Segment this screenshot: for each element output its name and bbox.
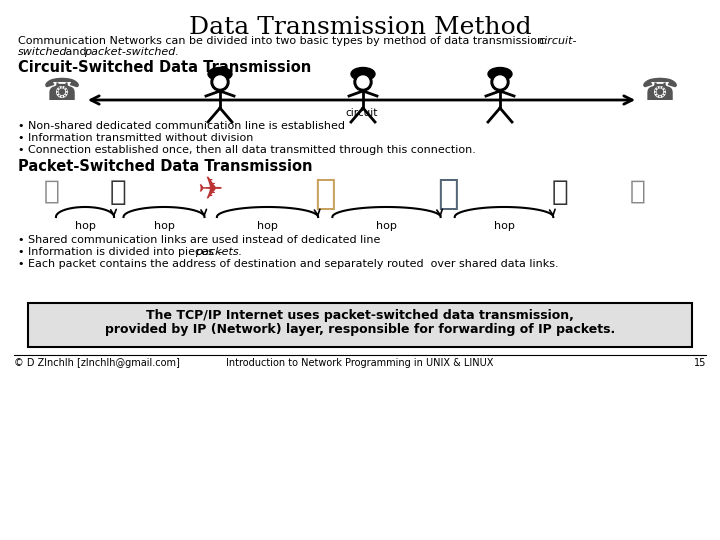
Text: Circuit-Switched Data Transmission: Circuit-Switched Data Transmission	[18, 60, 311, 75]
Text: hop: hop	[75, 221, 96, 231]
Text: • Each packet contains the address of destination and separately routed  over sh: • Each packet contains the address of de…	[18, 259, 559, 269]
Text: ☎: ☎	[43, 78, 81, 106]
Text: hop: hop	[376, 221, 397, 231]
Text: packet-switched.: packet-switched.	[84, 47, 179, 57]
Text: Packet-Switched Data Transmission: Packet-Switched Data Transmission	[18, 159, 312, 174]
Text: provided by IP (Network) layer, responsible for forwarding of IP packets.: provided by IP (Network) layer, responsi…	[105, 323, 615, 336]
Circle shape	[211, 73, 229, 91]
Text: hop: hop	[257, 221, 278, 231]
Ellipse shape	[488, 68, 512, 80]
Text: 🚶: 🚶	[109, 178, 126, 206]
Text: 🚢: 🚢	[437, 177, 459, 211]
Circle shape	[354, 73, 372, 91]
Circle shape	[214, 76, 226, 88]
Text: circuit: circuit	[346, 108, 378, 118]
Text: Communication Networks can be divided into two basic types by method of data tra: Communication Networks can be divided in…	[18, 36, 554, 46]
Text: ✈: ✈	[197, 176, 222, 205]
Text: The TCP/IP Internet uses packet-switched data transmission,: The TCP/IP Internet uses packet-switched…	[146, 309, 574, 322]
Text: Introduction to Network Programming in UNIX & LINUX: Introduction to Network Programming in U…	[226, 358, 494, 368]
Text: hop: hop	[153, 221, 174, 231]
Text: • Connection established once, then all data transmitted through this connection: • Connection established once, then all …	[18, 145, 476, 155]
Circle shape	[357, 76, 369, 88]
Ellipse shape	[351, 68, 375, 80]
Text: • Non-shared dedicated communication line is established: • Non-shared dedicated communication lin…	[18, 121, 345, 131]
Circle shape	[491, 73, 509, 91]
Text: Data Transmission Method: Data Transmission Method	[189, 16, 531, 39]
Text: 🖂: 🖂	[44, 179, 60, 205]
Text: 🚶: 🚶	[552, 178, 568, 206]
Circle shape	[494, 76, 506, 88]
Text: circuit-: circuit-	[538, 36, 577, 46]
Text: ☎: ☎	[641, 78, 679, 106]
Text: 🖂: 🖂	[630, 179, 646, 205]
Text: 15: 15	[693, 358, 706, 368]
Ellipse shape	[208, 68, 232, 80]
Text: and: and	[62, 47, 90, 57]
Text: • Information transmitted without division: • Information transmitted without divisi…	[18, 133, 253, 143]
FancyBboxPatch shape	[28, 303, 692, 347]
Text: • Shared communication links are used instead of dedicated line: • Shared communication links are used in…	[18, 235, 380, 245]
Text: ⛵: ⛵	[314, 177, 336, 211]
Text: packets.: packets.	[195, 247, 243, 257]
Text: hop: hop	[494, 221, 514, 231]
Text: • Information is divided into pieces –: • Information is divided into pieces –	[18, 247, 226, 257]
Text: © D Zlnchlh [zlnchlh@gmail.com]: © D Zlnchlh [zlnchlh@gmail.com]	[14, 358, 180, 368]
Text: switched: switched	[18, 47, 68, 57]
